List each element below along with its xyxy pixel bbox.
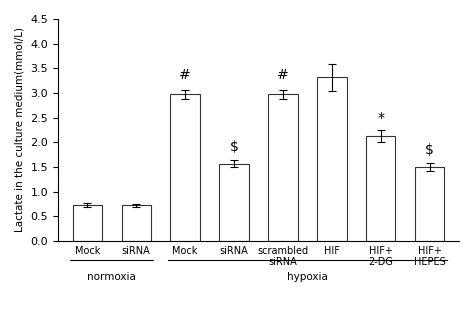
Text: normoxia: normoxia: [87, 272, 136, 281]
Bar: [415, 167, 444, 241]
Text: hypoxia: hypoxia: [287, 272, 328, 281]
Bar: [73, 205, 102, 241]
Text: *: *: [377, 111, 384, 125]
Text: $: $: [229, 140, 238, 154]
Bar: [268, 94, 298, 241]
Bar: [171, 94, 200, 241]
Bar: [366, 136, 395, 241]
Y-axis label: Lactate in the culture medium(mmol/L): Lactate in the culture medium(mmol/L): [15, 27, 25, 232]
Text: #: #: [179, 68, 191, 82]
Bar: [219, 163, 249, 241]
Bar: [317, 77, 346, 241]
Bar: [122, 205, 151, 241]
Text: $: $: [425, 143, 434, 157]
Text: #: #: [277, 68, 289, 82]
